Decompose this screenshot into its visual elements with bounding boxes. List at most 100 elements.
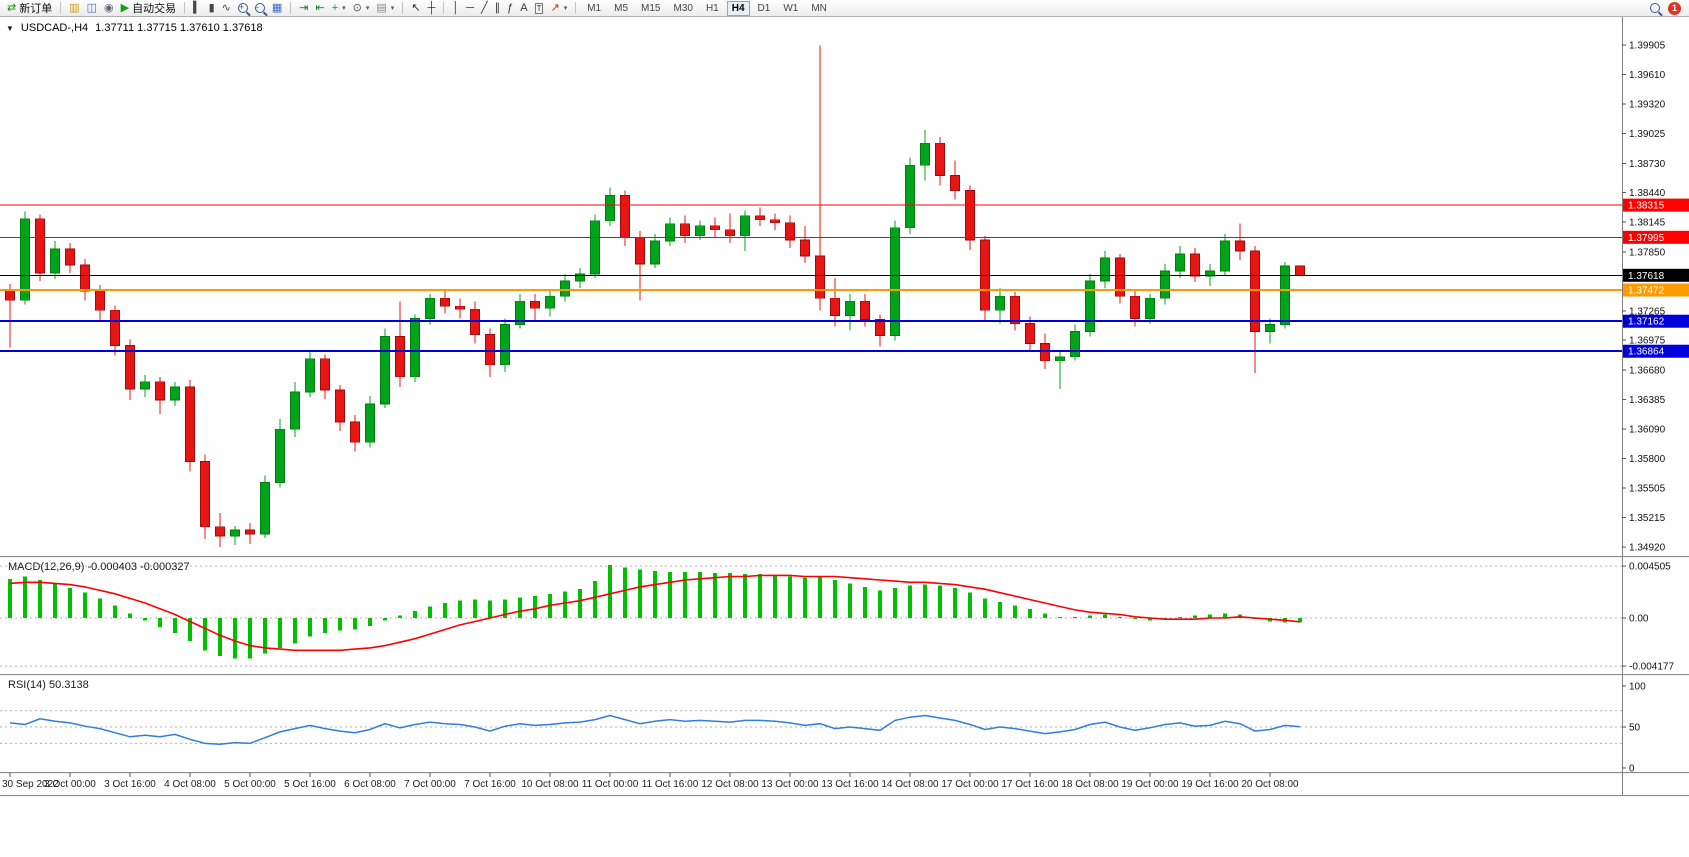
time-axis-label: 5 Oct 00:00 (224, 779, 276, 790)
candle-body (695, 225, 705, 237)
rsi-axis-label: 0 (1629, 764, 1635, 775)
market-watch-icon[interactable]: ◫ (84, 1, 100, 16)
auto-trading-button[interactable]: ▶ 自动交易 (118, 1, 179, 16)
line-chart-type-icon[interactable]: ∿ (219, 1, 234, 16)
candle-body (935, 142, 945, 176)
arrows-tool-icon[interactable]: ↗ ▾ (547, 1, 570, 16)
time-axis-label: 18 Oct 08:00 (1061, 779, 1119, 790)
macd-signal-line (9, 574, 1301, 652)
notification-badge[interactable]: 1 (1668, 1, 1681, 15)
horizontal-line-tool-icon[interactable]: ─ (463, 1, 477, 16)
toolbar-right: 1 (1650, 1, 1685, 15)
candle-body (1100, 257, 1110, 282)
chart-canvas[interactable]: 1.39905 1.39610 1.39320 1.39025 1.38730 1.384… (0, 17, 1689, 857)
badge-label: 1.36864 (1628, 347, 1665, 358)
price-tick-label: 1.37265 (1629, 306, 1666, 317)
candle-body (410, 318, 420, 378)
fibonacci-tool-icon[interactable]: ƒ (504, 1, 516, 16)
candle-body (140, 381, 150, 390)
candle-body (515, 300, 525, 325)
auto-scroll-icon[interactable]: ⇥ (296, 1, 311, 16)
caret-down-icon: ▾ (365, 5, 370, 12)
caret-down-icon: ▾ (390, 5, 395, 12)
timeframe-m15-button[interactable]: M15 (641, 2, 661, 14)
candle-body (755, 215, 765, 221)
crosshair-tool-icon[interactable]: ┼ (425, 1, 439, 16)
zoom-in-icon-glyph: + (237, 2, 248, 13)
navigator-icon[interactable]: ◉ (101, 1, 117, 16)
symbol-dropdown-icon[interactable]: ▼ (6, 23, 14, 33)
candle-body (50, 248, 60, 274)
candle-body (170, 386, 180, 401)
candlestick-chart-type-icon[interactable]: ▮ (206, 1, 218, 16)
timeframe-w1-button[interactable]: W1 (783, 2, 799, 14)
market-watch-icon: ◫ (86, 1, 98, 14)
time-axis-label: 5 Oct 16:00 (284, 779, 336, 790)
time-axis-label: 7 Oct 16:00 (464, 779, 516, 790)
chart-window[interactable]: ▼ USDCAD-,H4 1.37711 1.37715 1.37610 1.3… (0, 17, 1689, 857)
price-level-badge-1.36864: 1.36864 (1623, 344, 1689, 358)
candle-body (995, 295, 1005, 311)
charts-icon[interactable]: ▥ (66, 1, 82, 16)
price-tick-label: 1.36385 (1629, 395, 1666, 406)
crosshair-tool-icon: ┼ (427, 1, 436, 14)
vertical-line-tool-icon[interactable]: │ (449, 1, 462, 16)
candle-body (335, 389, 345, 423)
timeframe-mn-button[interactable]: MN (811, 2, 827, 14)
badge-bg (1623, 268, 1689, 282)
price-tick-label: 1.36090 (1629, 425, 1666, 436)
price-level-badge-1.37995: 1.37995 (1623, 230, 1689, 244)
timeframe-m1-button[interactable]: M1 (587, 2, 602, 14)
candle-body (35, 218, 45, 274)
candle-body (110, 309, 120, 346)
time-axis-label: 13 Oct 16:00 (821, 779, 879, 790)
badge-label: 1.37618 (1628, 271, 1665, 282)
candle-body (65, 248, 75, 266)
toolbar-separator (575, 2, 577, 14)
chart-shift-icon[interactable]: ⇤ (312, 1, 327, 16)
navigator-icon: ◉ (104, 1, 114, 14)
candle-body (800, 239, 810, 257)
bar-chart-type-icon[interactable]: ▍ (190, 1, 204, 16)
zoom-out-icon-glyph: - (254, 2, 265, 13)
indicators-button[interactable]: + ▾ (329, 1, 349, 16)
text-tool-icon[interactable]: A (517, 1, 530, 16)
timeframe-h1-button[interactable]: H1 (705, 2, 719, 14)
badge-label: 1.37162 (1628, 317, 1665, 328)
candle-body (770, 219, 780, 224)
price-axis[interactable]: 1.39905 1.39610 1.39320 1.39025 1.38730 1.384… (1622, 41, 1666, 554)
badge-bg (1623, 198, 1689, 212)
candle-body (185, 386, 195, 462)
cursor-tool-icon[interactable]: ↖ (408, 1, 423, 16)
chart-shift-icon: ⇤ (315, 1, 325, 14)
macd-label: MACD(12,26,9) -0.000403 -0.000327 (8, 561, 190, 573)
rsi-axis-label: 50 (1629, 723, 1641, 734)
trendline-tool-icon[interactable]: ╱ (478, 1, 491, 16)
timeframe-h4-button[interactable]: H4 (726, 0, 750, 16)
search-icon[interactable] (1650, 3, 1660, 13)
price-tick-label: 1.34920 (1629, 542, 1666, 553)
candle-body (530, 300, 540, 309)
candle-body (560, 280, 570, 297)
candle-body (665, 223, 675, 242)
timeframe-m30-button[interactable]: M30 (673, 2, 693, 14)
templates-button[interactable]: ▤ ▾ (373, 1, 397, 16)
new-order-button-label: 新订单 (19, 3, 53, 15)
price-tick-label: 1.38145 (1629, 218, 1666, 229)
channel-tool-icon[interactable]: ∥ (492, 1, 504, 16)
candle-body (1280, 265, 1290, 325)
timeframe-d1-button[interactable]: D1 (757, 2, 771, 14)
periods-button[interactable]: ⊙ ▾ (350, 1, 373, 16)
new-order-button[interactable]: ⇄ 新订单 (4, 1, 55, 16)
tile-windows-icon[interactable]: ▦ (269, 1, 285, 16)
caret-down-icon: ▾ (563, 5, 568, 12)
timeframe-m5-button[interactable]: M5 (614, 2, 629, 14)
macd-axis-label: 0.00 (1629, 614, 1649, 625)
candle-body (1055, 356, 1065, 362)
rsi-line (9, 714, 1301, 745)
zoom-out-icon[interactable]: - (252, 1, 268, 16)
candle-body (275, 428, 285, 483)
label-tool-icon[interactable]: T (532, 1, 547, 16)
zoom-in-icon[interactable]: + (235, 1, 251, 16)
